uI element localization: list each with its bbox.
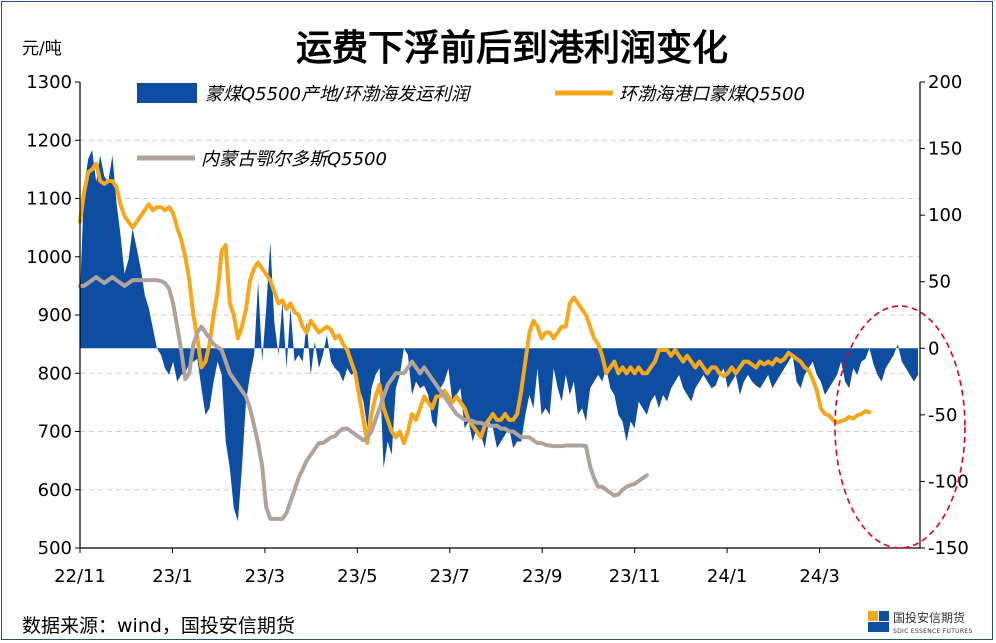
legend-label-area: 蒙煤Q5500产地/环渤海发运利润 [205,84,472,105]
logo-name: 国投安信期货 [893,610,965,625]
right-tick-label: 0 [928,338,939,359]
right-tick-label: -50 [928,405,957,426]
series-line-port-price [78,161,872,446]
tick-labels: 1300120011001000900800700600500200150100… [26,72,969,587]
x-tick-label: 23/9 [522,566,562,587]
left-tick-label: 1100 [26,189,72,210]
x-tick-label: 22/11 [54,566,106,587]
left-axis-unit: 元/吨 [22,39,62,59]
x-tick-label: 23/11 [609,566,661,587]
right-tick-label: 100 [928,205,962,226]
brand-logo: 国投安信期货 SDIC ESSENCE FUTURES [868,610,973,635]
highlight-ellipse [834,305,966,549]
left-tick-label: 1300 [26,72,72,93]
right-tick-label: 50 [928,272,951,293]
x-tick-label: 24/1 [707,566,747,587]
x-tick-label: 24/3 [799,566,839,587]
right-tick-label: -100 [928,471,969,492]
x-tick-label: 23/7 [430,566,470,587]
logo-subtitle: SDIC ESSENCE FUTURES [893,628,973,635]
logo-mark-orange [868,611,878,621]
left-tick-label: 1200 [26,130,72,151]
right-tick-label: 150 [928,139,962,160]
left-tick-label: 700 [38,422,72,443]
right-tick-label: 200 [928,72,962,93]
legend-swatch-area [137,83,197,103]
legend-label-port: 环渤海港口蒙煤Q5500 [619,84,805,105]
left-tick-label: 900 [38,305,72,326]
left-tick-label: 800 [38,363,72,384]
left-tick-label: 500 [38,538,72,559]
x-tick-label: 23/5 [337,566,377,587]
legend-label-inland: 内蒙古鄂尔多斯Q5500 [201,149,387,170]
chart-title: 运费下浮前后到港利润变化 [296,27,728,69]
logo-mark-base [868,622,889,632]
x-tick-label: 23/1 [152,566,192,587]
left-tick-label: 600 [38,480,72,501]
left-tick-label: 1000 [26,247,72,268]
right-tick-label: -150 [928,538,969,559]
axes [75,81,925,553]
logo-mark-blue [879,611,889,621]
x-tick-label: 23/3 [245,566,285,587]
series-line-inland-price [78,275,649,521]
data-source: 数据来源：wind，国投安信期货 [22,615,295,637]
legend: 蒙煤Q5500产地/环渤海发运利润 环渤海港口蒙煤Q5500 内蒙古鄂尔多斯Q5… [137,83,805,170]
series-layer [78,149,918,522]
